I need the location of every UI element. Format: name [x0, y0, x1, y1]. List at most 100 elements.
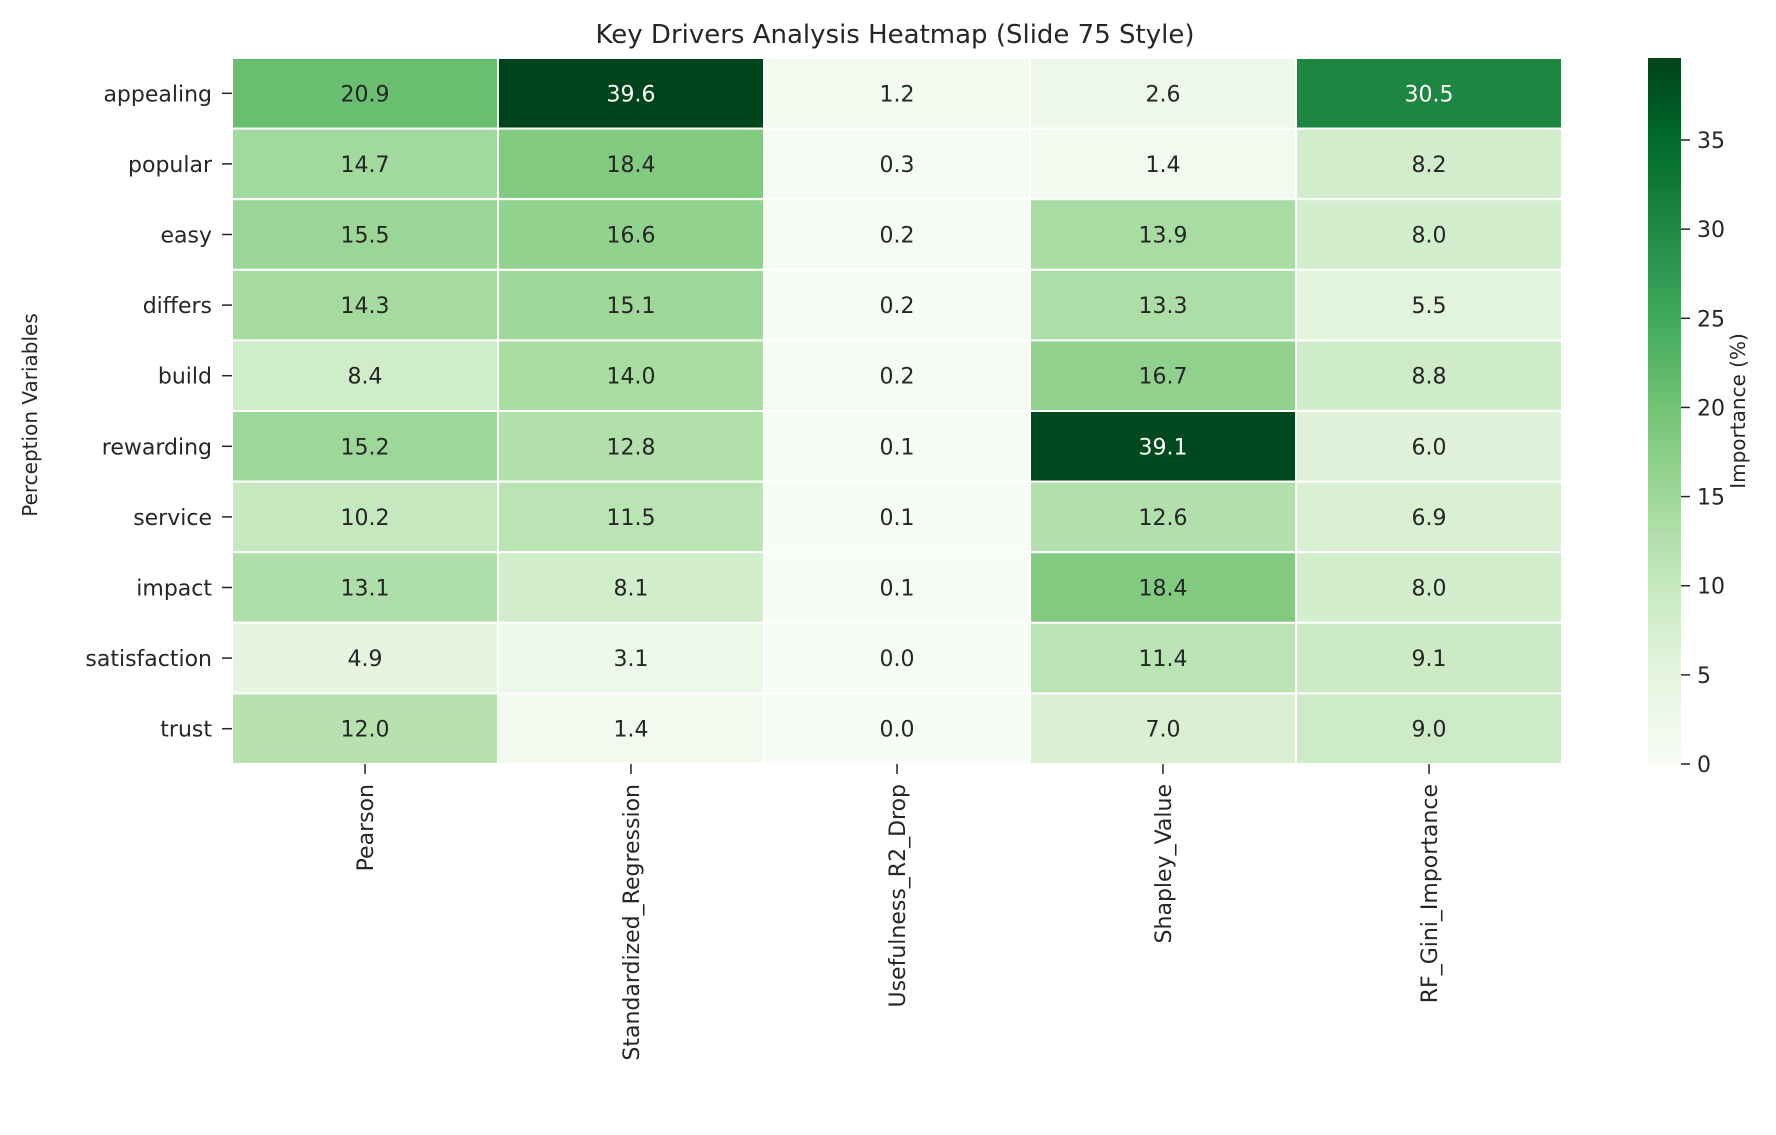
- x-axis: Pearson Standardized_Regression Usefulness…: [354, 764, 1443, 1061]
- heatmap-cell-build-RF_Gini_Importance: [1295, 339, 1563, 412]
- cell-value-satisfaction-Standardized_Regression: 3.1: [614, 647, 649, 672]
- cell-value-popular-Pearson: 14.7: [341, 153, 390, 178]
- y-tick-label-satisfaction: satisfaction: [85, 647, 212, 672]
- heatmap-cell-build-Pearson: [231, 339, 499, 412]
- heatmap-cell-impact-Shapley_Value: [1029, 551, 1297, 624]
- y-tick-label-appealing: appealing: [103, 82, 212, 107]
- colorbar-gradient: [1648, 58, 1681, 764]
- cell-value-appealing-Usefulness_R2_Drop: 1.2: [880, 82, 915, 107]
- cell-value-service-Shapley_Value: 12.6: [1139, 506, 1188, 531]
- cell-value-differs-Standardized_Regression: 15.1: [607, 294, 656, 319]
- cell-value-trust-Standardized_Regression: 1.4: [614, 718, 649, 743]
- heatmap-cell-easy-Standardized_Regression: [497, 198, 765, 271]
- heatmap-cell-differs-Standardized_Regression: [497, 268, 765, 342]
- cell-value-impact-Shapley_Value: 18.4: [1139, 577, 1188, 602]
- cell-value-popular-RF_Gini_Importance: 8.2: [1412, 153, 1447, 178]
- colorbar-tick-label-25: 25: [1697, 307, 1725, 332]
- cell-value-build-Pearson: 8.4: [348, 365, 383, 390]
- cell-value-popular-Shapley_Value: 1.4: [1146, 153, 1181, 178]
- cell-value-build-RF_Gini_Importance: 8.8: [1412, 365, 1447, 390]
- heatmap-cell-impact-Pearson: [231, 551, 499, 624]
- x-tick-label-Shapley_Value: Shapley_Value: [1152, 784, 1177, 943]
- cell-value-trust-Pearson: 12.0: [341, 718, 390, 743]
- cell-value-rewarding-Pearson: 15.2: [341, 435, 390, 460]
- cell-value-impact-RF_Gini_Importance: 8.0: [1412, 577, 1447, 602]
- heatmap-cell-satisfaction-Standardized_Regression: [497, 621, 765, 695]
- heatmap-cell-rewarding-Standardized_Regression: [497, 410, 765, 483]
- cell-value-service-Usefulness_R2_Drop: 0.1: [880, 506, 915, 531]
- colorbar-tick-label-0: 0: [1697, 753, 1711, 778]
- colorbar-tick-label-10: 10: [1697, 575, 1725, 600]
- heatmap-cell-service-Pearson: [231, 480, 499, 554]
- heatmap-cell-build-Standardized_Regression: [497, 339, 765, 412]
- cell-value-easy-Usefulness_R2_Drop: 0.2: [880, 224, 915, 249]
- heatmap-cell-appealing-Standardized_Regression: [497, 57, 765, 130]
- cell-value-satisfaction-Pearson: 4.9: [348, 647, 383, 672]
- y-tick-label-impact: impact: [136, 577, 212, 602]
- heatmap-cell-impact-Standardized_Regression: [497, 551, 765, 624]
- colorbar-tick-label-5: 5: [1697, 664, 1711, 689]
- cell-value-rewarding-Shapley_Value: 39.1: [1139, 435, 1188, 460]
- heatmap-cell-appealing-Usefulness_R2_Drop: [763, 57, 1031, 130]
- cell-value-build-Shapley_Value: 16.7: [1139, 365, 1188, 390]
- y-tick-label-popular: popular: [128, 153, 213, 178]
- heatmap-cell-trust-RF_Gini_Importance: [1295, 692, 1563, 766]
- chart-title: Key Drivers Analysis Heatmap (Slide 75 S…: [596, 20, 1195, 50]
- heatmap-cell-satisfaction-RF_Gini_Importance: [1295, 621, 1563, 695]
- cell-value-easy-Standardized_Regression: 16.6: [607, 224, 656, 249]
- heatmap-cell-labels: 20.9 39.6 1.2 2.6 30.5 14.7 18.4 0.3 1.4 8.2 15.5 1…: [341, 82, 1454, 742]
- cell-value-trust-Usefulness_R2_Drop: 0.0: [880, 718, 915, 743]
- cell-value-appealing-Standardized_Regression: 39.6: [607, 82, 656, 107]
- cell-value-impact-Pearson: 13.1: [341, 577, 390, 602]
- cell-value-appealing-Shapley_Value: 2.6: [1146, 82, 1181, 107]
- colorbar-ticks: 0 5 10 15 20 25 30 35: [1681, 129, 1725, 778]
- cell-value-service-RF_Gini_Importance: 6.9: [1412, 506, 1447, 531]
- heatmap-cell-popular-RF_Gini_Importance: [1295, 127, 1563, 201]
- cell-value-rewarding-Standardized_Regression: 12.8: [607, 435, 656, 460]
- heatmap-cell-differs-RF_Gini_Importance: [1295, 268, 1563, 342]
- cell-value-differs-Usefulness_R2_Drop: 0.2: [880, 294, 915, 319]
- heatmap-cell-build-Usefulness_R2_Drop: [763, 339, 1031, 412]
- cell-value-differs-Pearson: 14.3: [341, 294, 390, 319]
- y-tick-label-easy: easy: [161, 224, 213, 249]
- cell-value-easy-Shapley_Value: 13.9: [1139, 224, 1188, 249]
- x-tick-label-Pearson: Pearson: [354, 784, 379, 871]
- cell-value-popular-Standardized_Regression: 18.4: [607, 153, 656, 178]
- cell-value-appealing-Pearson: 20.9: [341, 82, 390, 107]
- heatmap-cell-trust-Standardized_Regression: [497, 692, 765, 766]
- cell-value-service-Standardized_Regression: 11.5: [607, 506, 656, 531]
- colorbar-tick-label-15: 15: [1697, 486, 1725, 511]
- cell-value-differs-Shapley_Value: 13.3: [1139, 294, 1188, 319]
- cell-value-differs-RF_Gini_Importance: 5.5: [1412, 294, 1447, 319]
- cell-value-trust-RF_Gini_Importance: 9.0: [1412, 718, 1447, 743]
- heatmap-cell-popular-Usefulness_R2_Drop: [763, 127, 1031, 201]
- cell-value-rewarding-Usefulness_R2_Drop: 0.1: [880, 435, 915, 460]
- x-tick-label-Standardized_Regression: Standardized_Regression: [620, 784, 645, 1061]
- heatmap-cell-differs-Shapley_Value: [1029, 268, 1297, 342]
- y-tick-label-trust: trust: [160, 718, 212, 743]
- x-tick-label-RF_Gini_Importance: RF_Gini_Importance: [1418, 784, 1443, 1003]
- cell-value-easy-RF_Gini_Importance: 8.0: [1412, 224, 1447, 249]
- cell-value-impact-Usefulness_R2_Drop: 0.1: [880, 577, 915, 602]
- cell-value-service-Pearson: 10.2: [341, 506, 390, 531]
- colorbar-tick-label-35: 35: [1697, 129, 1725, 154]
- heatmap-cell-rewarding-RF_Gini_Importance: [1295, 410, 1563, 483]
- x-tick-label-Usefulness_R2_Drop: Usefulness_R2_Drop: [886, 784, 911, 1008]
- colorbar: 0 5 10 15 20 25 30 35 Importance (%): [1648, 58, 1750, 778]
- heatmap-cell-rewarding-Usefulness_R2_Drop: [763, 410, 1031, 483]
- cell-value-build-Standardized_Regression: 14.0: [607, 365, 656, 390]
- cell-value-rewarding-RF_Gini_Importance: 6.0: [1412, 435, 1447, 460]
- cell-value-impact-Standardized_Regression: 8.1: [614, 577, 649, 602]
- heatmap-cell-rewarding-Shapley_Value: [1029, 410, 1297, 483]
- cell-value-satisfaction-Usefulness_R2_Drop: 0.0: [880, 647, 915, 672]
- y-tick-label-build: build: [158, 365, 212, 390]
- y-tick-label-service: service: [133, 506, 212, 531]
- cell-value-easy-Pearson: 15.5: [341, 224, 390, 249]
- cell-value-build-Usefulness_R2_Drop: 0.2: [880, 365, 915, 390]
- y-tick-label-differs: differs: [143, 294, 212, 319]
- heatmap-cell-trust-Pearson: [231, 692, 499, 766]
- heatmap-cell-impact-RF_Gini_Importance: [1295, 551, 1563, 624]
- heatmap-cell-easy-Shapley_Value: [1029, 198, 1297, 271]
